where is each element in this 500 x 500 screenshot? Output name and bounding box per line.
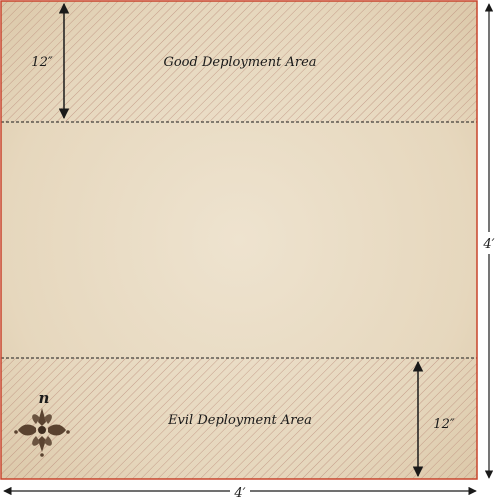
good-deployment-label: Good Deployment Area	[163, 55, 316, 70]
good-deployment-zone	[1, 1, 477, 122]
evil-deployment-label: Evil Deployment Area	[167, 413, 312, 428]
good-zone-depth-label: 12″	[31, 55, 53, 70]
board-height-label-bg	[481, 232, 498, 254]
fleur-de-lis-compass-icon: n	[14, 389, 70, 457]
evil-deployment-zone	[1, 358, 477, 479]
board-width-label: 4′	[233, 486, 245, 500]
board-border	[0, 0, 478, 480]
evil-zone-depth-label: 12″	[433, 417, 455, 432]
board-width-label-bg	[230, 483, 250, 500]
board-height-label: 4′	[482, 237, 494, 252]
compass-north-label: n	[39, 389, 50, 407]
